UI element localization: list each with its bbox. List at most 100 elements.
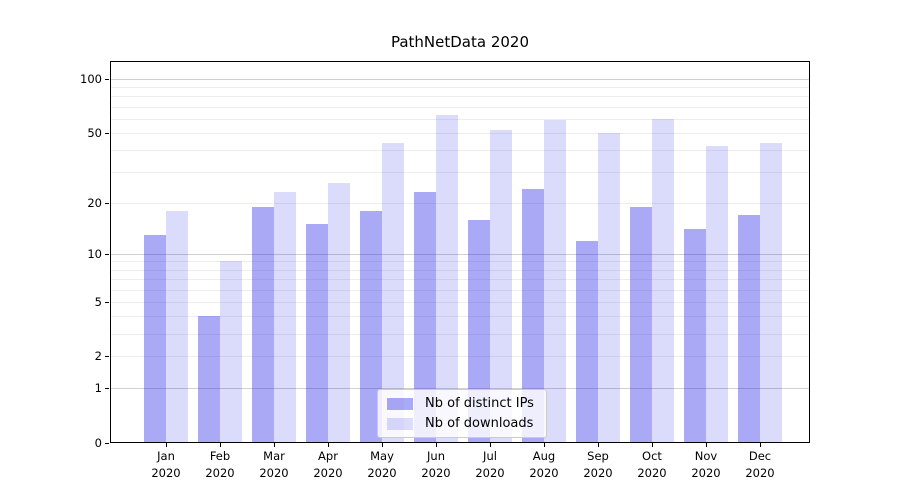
gridline-minor-30	[111, 172, 809, 174]
x-tick-jul-2020	[490, 443, 491, 447]
x-tick-label-line: Dec	[748, 449, 772, 463]
x-tick-label-oct-2020: Oct 2020	[622, 448, 682, 481]
bar-nb-of-distinct-ips-jun-2020	[414, 192, 436, 442]
legend-item-distinct-ips: Nb of distinct IPs	[387, 396, 537, 411]
x-tick-aug-2020	[544, 443, 545, 447]
x-tick-label-line: Aug	[532, 449, 556, 463]
legend-swatch-distinct-ips	[387, 397, 413, 410]
y-tick-label-2: 2	[94, 349, 102, 364]
legend-swatch-downloads	[387, 417, 413, 430]
bar-nb-of-distinct-ips-mar-2020	[252, 206, 274, 442]
x-tick-label-line: 2020	[583, 465, 613, 480]
bar-nb-of-downloads-apr-2020	[328, 183, 350, 442]
y-tick-10	[105, 253, 109, 255]
x-tick-label-line: 2020	[691, 465, 721, 480]
x-tick-feb-2020	[220, 443, 221, 447]
x-tick-may-2020	[382, 443, 383, 447]
y-tick-label-0: 0	[94, 436, 102, 450]
x-tick-label-line: 2020	[421, 465, 451, 480]
bar-nb-of-distinct-ips-jul-2020	[468, 219, 490, 442]
x-tick-label-nov-2020: Nov 2020	[676, 448, 736, 481]
y-tick-50	[105, 132, 109, 134]
y-tick-label-100: 100	[80, 72, 102, 86]
x-tick-label-line: 2020	[205, 465, 235, 480]
bar-nb-of-downloads-aug-2020	[544, 120, 566, 442]
gridline-minor-80	[111, 96, 809, 98]
bar-nb-of-distinct-ips-sep-2020	[576, 240, 598, 442]
x-tick-label-mar-2020: Mar 2020	[244, 448, 304, 481]
y-tick-0	[105, 443, 109, 444]
x-tick-label-line: Jul	[483, 449, 497, 463]
gridline-minor-20	[111, 202, 809, 204]
y-tick-label-50: 50	[87, 125, 102, 140]
x-tick-label-line: Oct	[642, 449, 662, 463]
x-tick-label-line: 2020	[313, 465, 343, 480]
x-tick-label-line: Jun	[427, 449, 445, 463]
legend-label-distinct-ips: Nb of distinct IPs	[425, 396, 534, 411]
x-tick-label-may-2020: May 2020	[352, 448, 412, 481]
legend-item-downloads: Nb of downloads	[387, 416, 537, 431]
y-tick-5	[105, 301, 109, 303]
x-tick-oct-2020	[652, 443, 653, 447]
plot-area	[110, 61, 810, 443]
bar-nb-of-downloads-feb-2020	[220, 261, 242, 442]
x-tick-label-line: Feb	[209, 449, 231, 463]
x-tick-label-feb-2020: Feb 2020	[190, 448, 250, 481]
x-tick-dec-2020	[760, 443, 761, 447]
y-tick-100	[105, 79, 109, 80]
x-tick-label-line: 2020	[745, 465, 775, 480]
gridline-minor-4	[111, 316, 809, 318]
x-tick-nov-2020	[706, 443, 707, 447]
bar-nb-of-distinct-ips-apr-2020	[306, 224, 328, 442]
y-tick-20	[105, 202, 109, 204]
x-tick-label-dec-2020: Dec 2020	[730, 448, 790, 481]
x-tick-label-line: Mar	[263, 449, 285, 463]
bar-nb-of-downloads-may-2020	[382, 142, 404, 442]
gridline-major-1	[111, 388, 809, 390]
y-tick-label-20: 20	[87, 195, 102, 210]
x-tick-apr-2020	[328, 443, 329, 447]
x-tick-label-line: 2020	[259, 465, 289, 480]
gridline-minor-8	[111, 269, 809, 271]
bar-nb-of-distinct-ips-oct-2020	[630, 206, 652, 442]
bar-nb-of-distinct-ips-jan-2020	[144, 234, 166, 442]
bar-nb-of-downloads-oct-2020	[652, 118, 674, 442]
bar-nb-of-distinct-ips-aug-2020	[522, 189, 544, 442]
x-tick-label-jan-2020: Jan 2020	[136, 448, 196, 481]
bar-nb-of-downloads-nov-2020	[706, 146, 728, 442]
gridline-minor-5	[111, 301, 809, 303]
gridline-minor-3	[111, 333, 809, 335]
y-tick-2	[105, 356, 109, 358]
bar-nb-of-distinct-ips-nov-2020	[684, 229, 706, 442]
gridline-minor-9	[111, 261, 809, 263]
bar-nb-of-downloads-jul-2020	[490, 129, 512, 442]
gridline-minor-70	[111, 106, 809, 108]
x-tick-label-line: May	[370, 449, 394, 463]
gridline-minor-7	[111, 279, 809, 280]
bar-nb-of-distinct-ips-dec-2020	[738, 215, 760, 442]
gridline-major-100	[111, 79, 809, 80]
x-tick-label-line: 2020	[529, 465, 559, 480]
gridline-minor-40	[111, 150, 809, 152]
gridline-minor-60	[111, 118, 809, 120]
x-tick-label-line: 2020	[151, 465, 181, 480]
bar-nb-of-downloads-jan-2020	[166, 210, 188, 442]
x-tick-sep-2020	[598, 443, 599, 447]
bar-nb-of-downloads-jun-2020	[436, 115, 458, 442]
x-tick-label-line: Sep	[587, 449, 609, 463]
legend-label-downloads: Nb of downloads	[425, 416, 534, 431]
bar-nb-of-downloads-sep-2020	[598, 132, 620, 442]
x-tick-label-jun-2020: Jun 2020	[406, 448, 466, 481]
x-tick-label-line: Apr	[318, 449, 338, 463]
gridline-minor-50	[111, 132, 809, 134]
chart-title: PathNetData 2020	[390, 33, 530, 51]
bar-nb-of-distinct-ips-feb-2020	[198, 316, 220, 442]
x-tick-jan-2020	[166, 443, 167, 447]
gridline-minor-2	[111, 356, 809, 358]
x-tick-mar-2020	[274, 443, 275, 447]
y-tick-label-10: 10	[87, 246, 102, 261]
bar-nb-of-distinct-ips-may-2020	[360, 210, 382, 442]
x-tick-jun-2020	[436, 443, 437, 447]
x-tick-label-jul-2020: Jul 2020	[460, 448, 520, 481]
